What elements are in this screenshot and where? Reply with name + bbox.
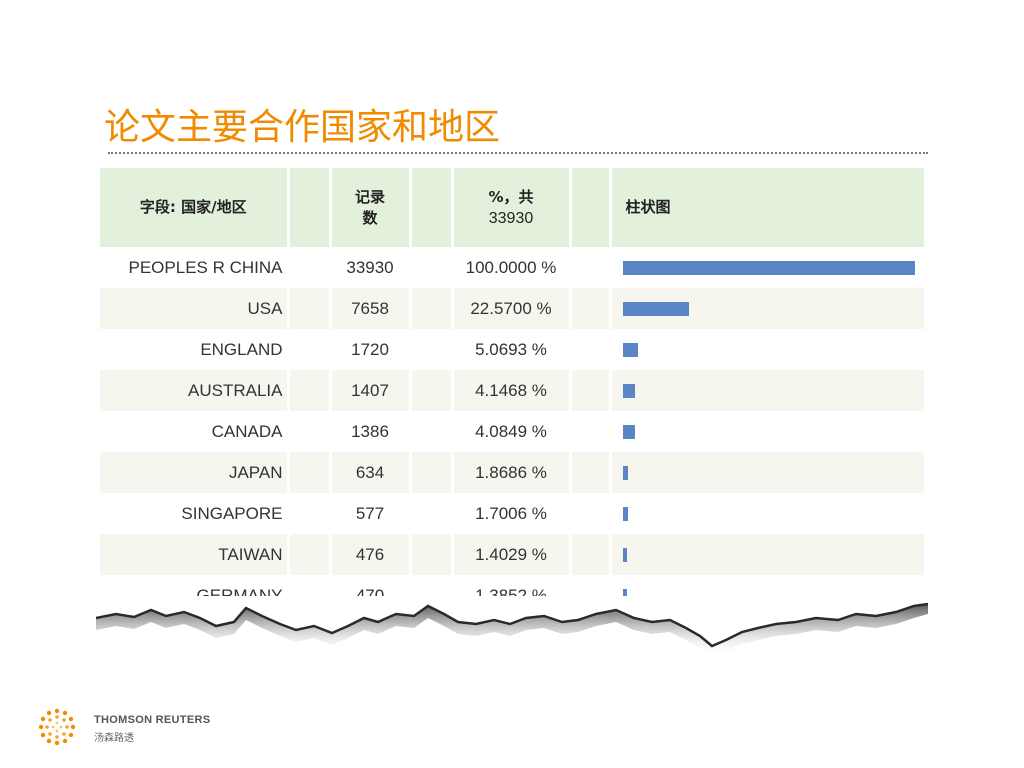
- header-spacer: [288, 168, 332, 247]
- table-row: SINGAPORE 577 1.7006 %: [100, 493, 924, 534]
- slide-title: 论文主要合作国家和地区: [104, 107, 501, 148]
- logo-name-en: THOMSON REUTERS: [94, 714, 211, 726]
- row-country: TAIWAN: [100, 534, 290, 575]
- row-percent: 22.5700 %: [452, 288, 572, 329]
- row-count: 7658: [330, 288, 412, 329]
- row-spacer: [570, 452, 612, 493]
- table-row: JAPAN 634 1.8686 %: [100, 452, 924, 493]
- row-count: 577: [330, 493, 412, 534]
- row-country: AUSTRALIA: [100, 370, 290, 411]
- row-bar: [622, 301, 689, 316]
- row-count: 1386: [330, 411, 412, 452]
- row-spacer: [410, 534, 454, 575]
- header-percent-total: 33930: [488, 209, 534, 227]
- row-spacer: [410, 452, 454, 493]
- table-screenshot: 字段: 国家/地区 记录 数 %，共 33930 柱状图 PEOPLES R C…: [100, 168, 924, 638]
- row-bar: [622, 342, 638, 357]
- header-field: 字段: 国家/地区: [100, 168, 290, 247]
- row-spacer: [288, 247, 332, 288]
- row-spacer: [410, 288, 454, 329]
- row-bar: [622, 547, 627, 562]
- row-percent: 1.7006 %: [452, 493, 572, 534]
- table-header-row: 字段: 国家/地区 记录 数 %，共 33930 柱状图: [100, 168, 924, 247]
- row-bar-cell: [610, 329, 924, 370]
- row-spacer: [410, 493, 454, 534]
- table-row: ENGLAND 1720 5.0693 %: [100, 329, 924, 370]
- table-row: AUSTRALIA 1407 4.1468 %: [100, 370, 924, 411]
- header-count: 记录 数: [330, 168, 412, 247]
- table-row: USA 7658 22.5700 %: [100, 288, 924, 329]
- row-percent: 4.0849 %: [452, 411, 572, 452]
- header-count-label: 记录 数: [354, 187, 385, 227]
- header-percent-label: %，共: [488, 187, 534, 206]
- row-count: 1720: [330, 329, 412, 370]
- row-country: CANADA: [100, 411, 290, 452]
- row-spacer: [288, 329, 332, 370]
- header-spacer: [570, 168, 612, 247]
- row-bar: [622, 465, 628, 480]
- thomson-reuters-logo: THOMSON REUTERS 汤森路透: [36, 706, 256, 750]
- row-spacer: [288, 534, 332, 575]
- row-bar-cell: [610, 288, 924, 329]
- row-spacer: [410, 329, 454, 370]
- row-bar-cell: [610, 370, 924, 411]
- row-spacer: [288, 452, 332, 493]
- table-row: CANADA 1386 4.0849 %: [100, 411, 924, 452]
- row-spacer: [570, 493, 612, 534]
- header-percent: %，共 33930: [452, 168, 572, 247]
- row-country: JAPAN: [100, 452, 290, 493]
- row-spacer: [570, 329, 612, 370]
- row-spacer: [570, 288, 612, 329]
- torn-paper-edge: [96, 596, 928, 658]
- row-bar-cell: [610, 493, 924, 534]
- row-spacer: [570, 534, 612, 575]
- row-bar-cell: [610, 534, 924, 575]
- row-spacer: [570, 411, 612, 452]
- row-bar-cell: [610, 247, 924, 288]
- row-bar: [622, 506, 628, 521]
- row-spacer: [410, 370, 454, 411]
- table-body: PEOPLES R CHINA 33930 100.0000 % USA 7658 22.…: [100, 247, 924, 616]
- row-spacer: [410, 411, 454, 452]
- row-country: USA: [100, 288, 290, 329]
- row-spacer: [410, 247, 454, 288]
- row-bar: [622, 260, 915, 275]
- title-divider: [108, 152, 928, 154]
- row-spacer: [570, 247, 612, 288]
- header-bar-chart: 柱状图: [610, 168, 924, 247]
- row-percent: 1.8686 %: [452, 452, 572, 493]
- header-spacer: [410, 168, 454, 247]
- row-country: PEOPLES R CHINA: [100, 247, 290, 288]
- row-spacer: [570, 370, 612, 411]
- row-bar-cell: [610, 452, 924, 493]
- row-count: 634: [330, 452, 412, 493]
- row-percent: 4.1468 %: [452, 370, 572, 411]
- row-bar: [622, 383, 635, 398]
- logo-name-zh: 汤森路透: [94, 733, 134, 744]
- thomson-reuters-dot-sphere-icon: [38, 708, 76, 746]
- row-spacer: [288, 370, 332, 411]
- row-percent: 5.0693 %: [452, 329, 572, 370]
- row-percent: 1.4029 %: [452, 534, 572, 575]
- row-count: 33930: [330, 247, 412, 288]
- row-bar-cell: [610, 411, 924, 452]
- row-country: SINGAPORE: [100, 493, 290, 534]
- row-count: 1407: [330, 370, 412, 411]
- table-row: TAIWAN 476 1.4029 %: [100, 534, 924, 575]
- row-country: ENGLAND: [100, 329, 290, 370]
- row-bar: [622, 424, 635, 439]
- row-count: 476: [330, 534, 412, 575]
- row-percent: 100.0000 %: [452, 247, 572, 288]
- country-region-table: 字段: 国家/地区 记录 数 %，共 33930 柱状图 PEOPLES R C…: [100, 168, 924, 616]
- row-spacer: [288, 411, 332, 452]
- row-spacer: [288, 493, 332, 534]
- table-row: PEOPLES R CHINA 33930 100.0000 %: [100, 247, 924, 288]
- row-bar: [622, 588, 627, 603]
- row-bar-cell: [610, 575, 924, 616]
- row-spacer: [288, 288, 332, 329]
